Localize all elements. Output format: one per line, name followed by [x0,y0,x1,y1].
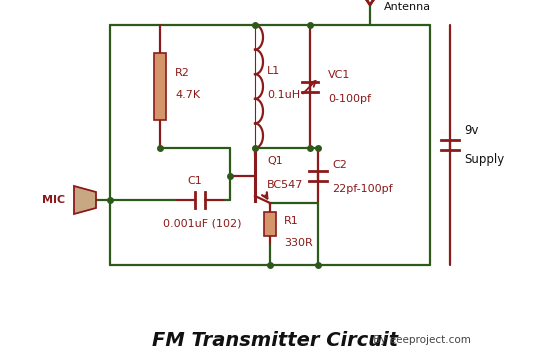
Text: Antenna: Antenna [384,2,431,12]
Text: C2: C2 [332,160,347,169]
Bar [154,53,166,120]
Text: Supply: Supply [464,153,504,166]
Text: VC1: VC1 [328,71,350,81]
Polygon shape [74,186,96,214]
Text: 9v: 9v [464,124,478,137]
Text: FM Transmitter Circuit: FM Transmitter Circuit [152,330,398,349]
Text: BC547: BC547 [267,180,304,190]
Text: 0.1uH: 0.1uH [267,91,300,101]
Text: 4.7K: 4.7K [175,91,200,101]
Text: MIC: MIC [42,195,65,205]
Text: R1: R1 [284,216,299,226]
Text: 22pf-100pf: 22pf-100pf [332,184,393,194]
Text: 330R: 330R [284,238,313,248]
Text: 0.001uF (102): 0.001uF (102) [163,218,241,228]
Text: R2: R2 [175,68,190,78]
Text: C1: C1 [187,176,202,186]
Text: Q1: Q1 [267,156,283,166]
Text: By eeeproject.com: By eeeproject.com [370,335,470,345]
Bar [264,212,276,236]
Text: 0-100pf: 0-100pf [328,95,371,105]
Text: L1: L1 [267,67,280,77]
